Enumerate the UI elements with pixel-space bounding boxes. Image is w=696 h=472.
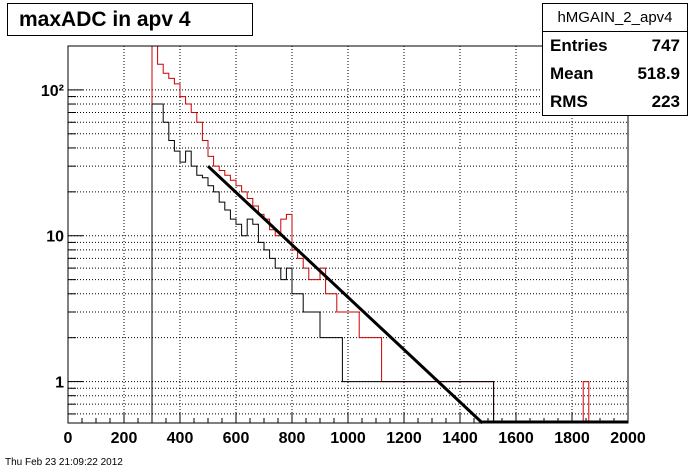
x-tick-label: 400 xyxy=(167,430,194,447)
fit-line xyxy=(206,165,484,425)
x-tick-label: 1000 xyxy=(330,430,366,447)
x-tick-label: 1400 xyxy=(442,430,478,447)
chart-title-text: maxADC in apv 4 xyxy=(19,8,191,31)
histogram-series-1 xyxy=(68,103,628,424)
x-tick-label: 600 xyxy=(223,430,250,447)
x-tick-label: 1200 xyxy=(386,430,422,447)
x-tick-label: 200 xyxy=(111,430,138,447)
stats-value: 223 xyxy=(651,92,680,111)
stats-row-rms: RMS 223 xyxy=(543,88,687,116)
stats-histogram-name: hMGAIN_2_apv4 xyxy=(543,4,687,32)
y-tick-label: 10 xyxy=(46,229,64,246)
stats-value: 747 xyxy=(651,36,680,55)
x-tick-label: 0 xyxy=(64,430,73,447)
x-tick-label: 1600 xyxy=(498,430,534,447)
stats-row-entries: Entries 747 xyxy=(543,32,687,60)
x-tick-label: 800 xyxy=(279,430,306,447)
y-tick-label: 10² xyxy=(41,83,64,100)
x-tick-label: 2000 xyxy=(610,430,646,447)
y-tick-label: 1 xyxy=(55,375,64,392)
stats-value: 518.9 xyxy=(637,64,680,83)
stats-row-mean: Mean 518.9 xyxy=(543,60,687,88)
stats-label: RMS xyxy=(550,92,588,111)
timestamp-footer: Thu Feb 23 21:09:22 2012 xyxy=(5,457,123,468)
stats-box: hMGAIN_2_apv4 Entries 747 Mean 518.9 RMS… xyxy=(542,3,688,116)
stats-label: Entries xyxy=(550,36,608,55)
stats-label: Mean xyxy=(550,64,594,83)
x-tick-label: 1800 xyxy=(554,430,590,447)
chart-title: maxADC in apv 4 xyxy=(7,3,253,36)
